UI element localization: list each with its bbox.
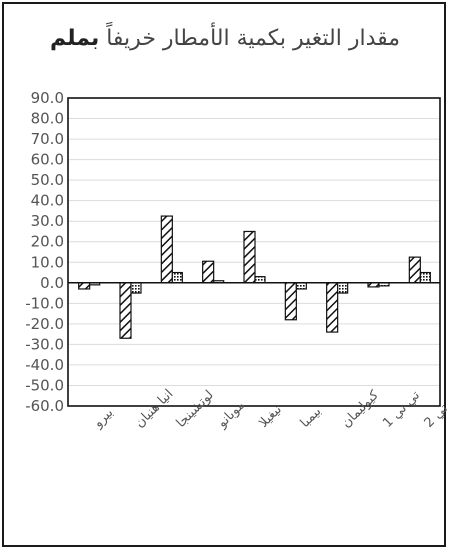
y-tick-label: 10.0 — [31, 253, 64, 271]
bar-series-1-7 — [326, 282, 339, 333]
y-tick-label: -10.0 — [25, 294, 64, 312]
y-tick-label: -40.0 — [25, 356, 64, 374]
chart-title: مقدار التغير بكمية الأمطار خريفاً بملم — [0, 26, 450, 51]
bar-series-2-9 — [419, 271, 431, 284]
y-tick-label: 20.0 — [31, 233, 64, 251]
chart-title-main: مقدار التغير بكمية الأمطار خريفاً — [106, 26, 401, 51]
y-tick-label: -20.0 — [25, 315, 64, 333]
axes — [67, 97, 441, 407]
bar-series-1-3 — [160, 215, 173, 284]
bar-series-2-6 — [295, 282, 307, 290]
bar-series-1-9 — [408, 256, 421, 284]
x-tick-label: موبانو — [214, 398, 248, 432]
y-tick-label: -30.0 — [25, 335, 64, 353]
x-tick-label: كيوليمان — [339, 387, 383, 431]
plot-area-border — [67, 97, 441, 407]
y-tick-label: 30.0 — [31, 212, 64, 230]
y-tick-label: 0.0 — [40, 274, 64, 292]
x-tick-label: انيا هنيان — [132, 387, 176, 431]
y-tick-label: 50.0 — [31, 171, 64, 189]
y-tick-label: -60.0 — [25, 397, 64, 415]
x-tick-label: لوتشينجا — [174, 388, 217, 431]
bar-series-1-1 — [78, 282, 91, 290]
bar-series-2-7 — [337, 282, 349, 294]
chart-title-unit: بملم — [49, 26, 100, 51]
y-tick-label: 40.0 — [31, 192, 64, 210]
y-tick-label: 80.0 — [31, 110, 64, 128]
bar-series-1-4 — [202, 260, 215, 284]
bar-series-1-5 — [243, 230, 256, 284]
x-tick-label: تي تي 2 — [422, 388, 450, 431]
y-tick-label: 60.0 — [31, 151, 64, 169]
bar-series-1-6 — [284, 282, 297, 321]
bar-series-1-2 — [119, 282, 132, 339]
x-tick-label: تي تي 1 — [380, 388, 423, 431]
y-tick-label: 90.0 — [31, 89, 64, 107]
bars — [78, 215, 431, 339]
bar-series-2-5 — [254, 276, 266, 284]
y-tick-label: -50.0 — [25, 376, 64, 394]
y-tick-labels: 90.0 80.0 70.0 60.0 50.0 40.0 30.0 20.0 10.0 0.0 -… — [25, 89, 64, 415]
bar-series-2-2 — [130, 282, 142, 294]
x-tick-label: بيمبا — [298, 404, 325, 431]
x-tick-label: بيرو — [90, 405, 116, 431]
y-tick-label: 70.0 — [31, 130, 64, 148]
chart-frame — [2, 2, 446, 547]
bar-series-2-3 — [171, 271, 183, 284]
